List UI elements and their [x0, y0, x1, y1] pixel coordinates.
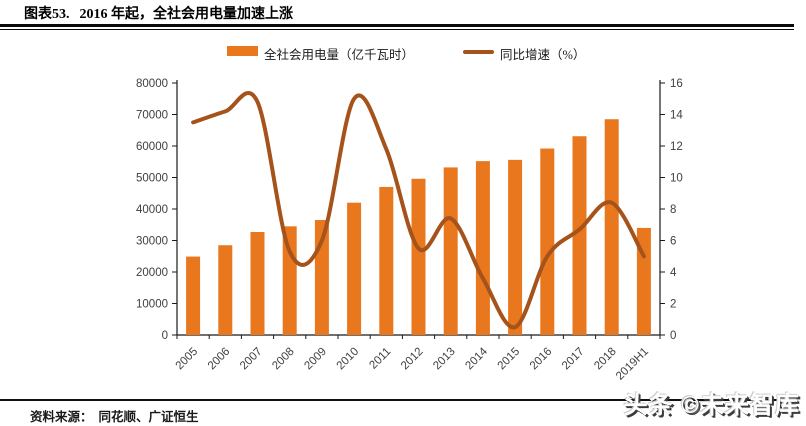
axis-tick-label: 50000 [136, 173, 168, 185]
x-category-label: 2008 [270, 346, 297, 373]
axis-tick-label: 8 [670, 204, 676, 216]
figure-header: 图表53. 2016 年起，全社会用电量加速上涨 [24, 3, 293, 23]
axis-tick-label: 12 [670, 141, 683, 153]
source-note: 资料来源： 同花顺、广证恒生 [30, 406, 199, 425]
axis-tick-label: 70000 [136, 110, 168, 122]
axis-tick-label: 6 [670, 236, 676, 248]
axis-tick-label: 16 [670, 78, 683, 90]
bar-2010 [347, 202, 362, 335]
bar-legend-label: 全社会用电量（亿千瓦时） [264, 48, 415, 62]
line-legend-label: 同比增速（%） [500, 48, 586, 62]
x-category-label: 2005 [174, 346, 201, 373]
footer-rule [0, 399, 794, 401]
bar-2011 [379, 186, 394, 335]
bar-2017 [572, 136, 587, 335]
axis-tick-label: 4 [670, 267, 677, 279]
figure-label: 图表53. [24, 7, 70, 22]
x-category-label: 2006 [206, 346, 233, 373]
bar-2006 [218, 245, 233, 335]
x-category-label: 2011 [367, 346, 393, 372]
x-category-label: 2019H1 [614, 346, 651, 383]
line-legend-swatch [463, 50, 494, 54]
x-category-label: 2013 [431, 346, 458, 373]
growth-line [191, 91, 646, 330]
x-category-label: 2007 [238, 346, 265, 373]
axis-tick-label: 2 [670, 299, 676, 311]
bar-2008 [282, 226, 297, 335]
axis-tick-label: 10 [670, 173, 683, 185]
chart-legend: 全社会用电量（亿千瓦时） 同比增速（%） [0, 44, 806, 62]
axis-tick-label: 14 [670, 110, 683, 122]
axis-tick-label: 60000 [136, 141, 168, 153]
watermark: 头条 ©未来智库 [623, 392, 800, 419]
bar-2016 [540, 148, 555, 335]
x-category-label: 2018 [592, 346, 619, 373]
x-category-label: 2009 [302, 346, 329, 373]
axis-tick-label: 30000 [136, 236, 168, 248]
x-category-label: 2016 [528, 346, 555, 373]
x-category-label: 2017 [560, 346, 587, 373]
x-category-label: 2015 [496, 346, 523, 373]
combo-chart: 0 10000 20000 30000 40000 50000 60000 70000 8000… [136, 78, 683, 383]
source-text: 同花顺、广证恒生 [98, 410, 199, 424]
x-category-label: 2014 [463, 345, 490, 372]
bar-2005 [186, 256, 201, 335]
x-category-label: 2012 [399, 346, 426, 373]
axis-tick-label: 20000 [136, 267, 168, 279]
axis-tick-label: 0 [670, 330, 676, 342]
figure-title: 2016 年起，全社会用电量加速上涨 [79, 7, 294, 22]
bar-2013 [443, 167, 458, 335]
bar-2015 [508, 159, 523, 335]
axis-tick-label: 0 [162, 330, 168, 342]
bar-legend-swatch [227, 46, 258, 56]
bar-2014 [475, 161, 490, 335]
axis-tick-label: 80000 [136, 78, 168, 90]
x-category-label: 2010 [335, 346, 362, 373]
axis-tick-label: 40000 [136, 204, 168, 216]
axis-tick-label: 10000 [136, 299, 168, 311]
header-rule [0, 24, 794, 30]
bar-2012 [411, 178, 426, 335]
bar-2019H1 [636, 227, 651, 335]
bar-2007 [250, 231, 265, 335]
source-label: 资料来源： [30, 410, 93, 424]
bar-2018 [604, 119, 619, 335]
